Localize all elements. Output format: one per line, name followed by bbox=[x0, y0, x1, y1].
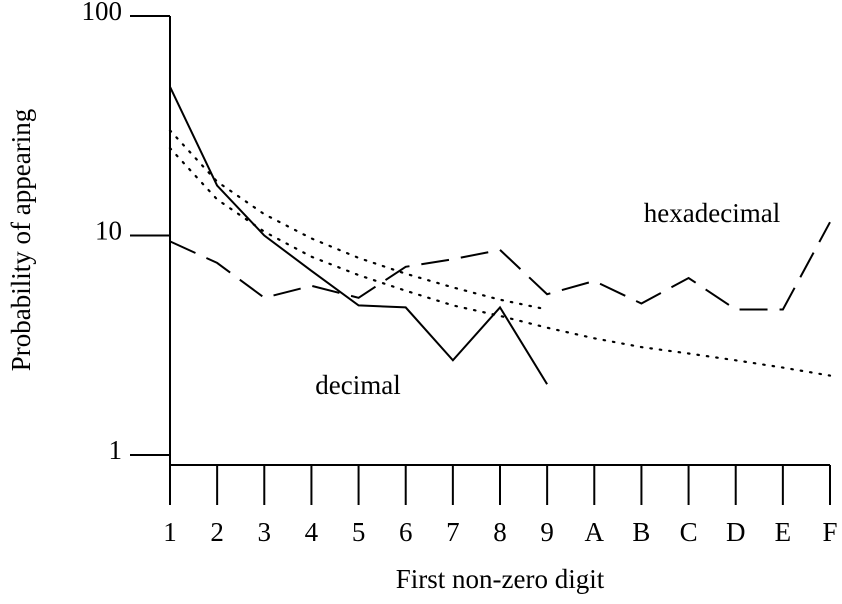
series-annotation: hexadecimal bbox=[644, 198, 780, 228]
x-tick-label: 6 bbox=[399, 517, 413, 547]
x-tick-label: 4 bbox=[305, 517, 319, 547]
x-tick-label: 2 bbox=[210, 517, 224, 547]
x-axis-label: First non-zero digit bbox=[396, 564, 605, 594]
x-tick-label: 3 bbox=[258, 517, 272, 547]
x-tick-label: A bbox=[585, 517, 605, 547]
x-tick-label: D bbox=[726, 517, 746, 547]
x-tick-label: 8 bbox=[493, 517, 507, 547]
x-tick-label: 5 bbox=[352, 517, 366, 547]
x-tick-label: E bbox=[775, 517, 792, 547]
x-tick-label: F bbox=[822, 517, 837, 547]
series-line bbox=[168, 129, 549, 311]
x-tick-label: B bbox=[632, 517, 650, 547]
x-tick-label: 9 bbox=[540, 517, 554, 547]
y-tick-label: 10 bbox=[95, 216, 122, 246]
series-line bbox=[169, 86, 548, 385]
y-tick-label: 100 bbox=[82, 0, 123, 26]
series-line bbox=[168, 147, 832, 377]
series-line bbox=[169, 221, 831, 311]
y-axis-label: Probability of appearing bbox=[6, 109, 36, 371]
x-tick-label: C bbox=[680, 517, 698, 547]
x-tick-label: 1 bbox=[163, 517, 177, 547]
y-tick-label: 1 bbox=[109, 435, 123, 465]
x-tick-label: 7 bbox=[446, 517, 460, 547]
series-annotation: decimal bbox=[315, 370, 400, 400]
